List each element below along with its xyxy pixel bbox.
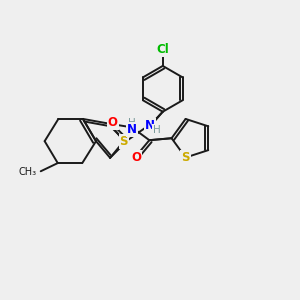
Text: H: H bbox=[153, 125, 161, 135]
Text: S: S bbox=[182, 151, 190, 164]
Text: N: N bbox=[127, 123, 137, 136]
Text: O: O bbox=[108, 116, 118, 129]
Text: O: O bbox=[131, 152, 141, 164]
Text: H: H bbox=[128, 118, 136, 128]
Text: CH₃: CH₃ bbox=[19, 167, 37, 177]
Text: S: S bbox=[120, 135, 128, 148]
Text: N: N bbox=[145, 119, 155, 132]
Text: Cl: Cl bbox=[156, 43, 169, 56]
